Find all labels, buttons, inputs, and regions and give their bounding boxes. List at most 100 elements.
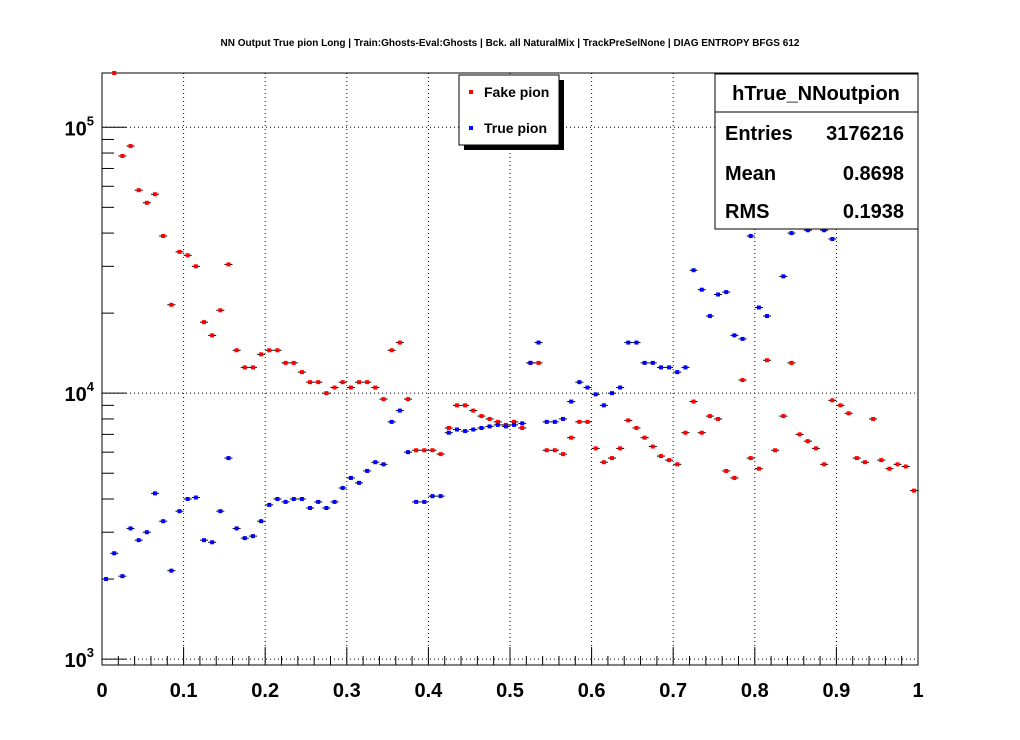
point-fake-pion <box>169 302 174 307</box>
x-tick-label: 0.3 <box>333 680 361 702</box>
chart-title: NN Output True pion Long | Train:Ghosts-… <box>221 38 800 49</box>
point-fake-pion <box>895 462 900 467</box>
point-fake-pion <box>732 475 737 480</box>
point-true-pion <box>120 574 125 579</box>
point-fake-pion <box>789 360 794 365</box>
point-true-pion <box>169 568 174 573</box>
point-fake-pion <box>291 360 296 365</box>
point-fake-pion <box>593 446 598 451</box>
point-fake-pion <box>830 398 835 403</box>
point-fake-pion <box>136 188 141 193</box>
point-true-pion <box>193 495 198 500</box>
x-tick-label: 0.2 <box>251 680 279 702</box>
point-fake-pion <box>259 352 264 357</box>
point-true-pion <box>724 290 729 295</box>
point-true-pion <box>267 502 272 507</box>
series-layer <box>102 71 918 582</box>
point-fake-pion <box>536 360 541 365</box>
point-true-pion <box>430 494 435 499</box>
point-fake-pion <box>879 458 884 463</box>
point-true-pion <box>732 333 737 338</box>
point-true-pion <box>593 392 598 397</box>
point-fake-pion <box>242 365 247 370</box>
point-fake-pion <box>716 416 721 421</box>
point-fake-pion <box>724 468 729 473</box>
point-true-pion <box>316 499 321 504</box>
point-true-pion <box>406 450 410 455</box>
point-fake-pion <box>324 391 329 396</box>
point-true-pion <box>275 496 280 501</box>
point-fake-pion <box>161 234 166 239</box>
point-true-pion <box>552 419 557 424</box>
point-true-pion <box>397 408 402 413</box>
point-fake-pion <box>911 488 916 493</box>
point-fake-pion <box>454 403 459 408</box>
stats-rms-value: 0.1938 <box>843 201 904 223</box>
point-true-pion <box>357 480 362 485</box>
point-true-pion <box>218 509 223 514</box>
point-fake-pion <box>226 262 231 267</box>
point-fake-pion <box>854 456 859 461</box>
point-true-pion <box>136 538 141 543</box>
point-fake-pion <box>773 448 778 453</box>
y-tick-label: 105 <box>65 113 94 140</box>
point-fake-pion <box>283 360 288 365</box>
point-true-pion <box>520 421 525 426</box>
point-true-pion <box>365 468 370 473</box>
point-fake-pion <box>250 365 255 370</box>
point-true-pion <box>748 234 753 239</box>
point-true-pion <box>104 577 109 582</box>
x-tick-label: 0.1 <box>170 680 198 702</box>
point-true-pion <box>234 526 239 531</box>
point-fake-pion <box>740 378 745 383</box>
point-fake-pion <box>667 458 672 463</box>
x-tick-label: 0 <box>96 680 107 702</box>
point-true-pion <box>561 416 566 421</box>
point-true-pion <box>601 403 606 408</box>
point-fake-pion <box>357 380 362 385</box>
point-fake-pion <box>373 385 378 390</box>
point-true-pion <box>210 540 215 545</box>
point-fake-pion <box>610 456 614 461</box>
point-fake-pion <box>544 448 549 453</box>
point-true-pion <box>422 499 427 504</box>
series-fake-pion <box>110 71 918 493</box>
point-true-pion <box>463 429 468 434</box>
point-fake-pion <box>561 452 566 457</box>
point-fake-pion <box>275 348 280 353</box>
point-fake-pion <box>479 414 484 419</box>
point-fake-pion <box>308 380 313 385</box>
point-fake-pion <box>193 264 198 269</box>
point-true-pion <box>471 427 476 432</box>
point-true-pion <box>585 385 590 390</box>
point-fake-pion <box>577 419 582 424</box>
point-fake-pion <box>626 418 631 423</box>
point-fake-pion <box>601 460 606 465</box>
point-fake-pion <box>381 397 386 402</box>
point-true-pion <box>634 340 639 345</box>
point-fake-pion <box>202 320 206 325</box>
point-true-pion <box>503 424 508 429</box>
point-true-pion <box>479 425 484 430</box>
point-fake-pion <box>691 399 696 404</box>
point-true-pion <box>185 496 190 501</box>
point-true-pion <box>667 365 672 370</box>
point-fake-pion <box>112 71 117 75</box>
point-fake-pion <box>389 348 394 353</box>
point-true-pion <box>577 380 582 385</box>
point-true-pion <box>202 538 206 543</box>
point-true-pion <box>381 462 386 467</box>
point-true-pion <box>675 370 680 375</box>
point-true-pion <box>740 336 745 341</box>
point-fake-pion <box>520 425 525 430</box>
point-fake-pion <box>438 452 443 457</box>
point-fake-pion <box>642 435 647 440</box>
point-true-pion <box>414 499 419 504</box>
point-true-pion <box>830 237 835 242</box>
point-fake-pion <box>699 430 704 435</box>
point-fake-pion <box>585 419 590 424</box>
point-true-pion <box>716 292 721 297</box>
point-true-pion <box>544 419 549 424</box>
point-fake-pion <box>756 466 761 471</box>
point-true-pion <box>299 496 304 501</box>
